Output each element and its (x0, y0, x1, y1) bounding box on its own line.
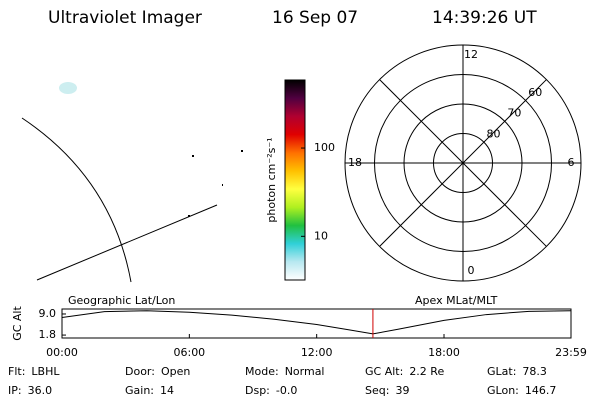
lat-ring-label: 70 (507, 107, 521, 120)
geo-image (21, 82, 243, 283)
colorbar-label: photon cm⁻²s⁻¹ (265, 137, 278, 222)
hour-label: 12 (464, 48, 478, 61)
colorbar-tick-label: 100 (314, 141, 335, 154)
time: 14:39:26 UT (432, 8, 537, 28)
hour-label: 6 (568, 156, 575, 169)
hour-label: 18 (348, 156, 362, 169)
pixel (188, 215, 190, 217)
altitude-line (61, 310, 572, 335)
info-value: 39 (395, 384, 409, 397)
info-label: GLat: (487, 365, 516, 378)
x-tick-label: 12:00 (301, 346, 333, 359)
info-value: -0.0 (276, 384, 297, 397)
pixel (222, 184, 223, 186)
info-value: Normal (285, 365, 325, 378)
info-value: 78.3 (522, 365, 547, 378)
info-value: 14 (160, 384, 174, 397)
info-label: Mode: (245, 365, 279, 378)
date: 16 Sep 07 (272, 8, 358, 28)
title: Ultraviolet Imager (48, 8, 202, 28)
meridian-line (36, 204, 218, 281)
x-tick-label: 06:00 (173, 346, 205, 359)
pixel (241, 150, 243, 152)
info-label: GC Alt: (365, 365, 403, 378)
info-label: GLon: (487, 384, 519, 397)
geo-label: Geographic Lat/Lon (68, 294, 175, 307)
info-value: 36.0 (28, 384, 53, 397)
hour-label: 0 (468, 264, 475, 277)
terminator-arc (21, 117, 132, 283)
x-tick-label: 23:59 (555, 346, 587, 359)
altitude-ylabel: GC Alt (11, 306, 24, 341)
lat-ring-label: 60 (528, 86, 542, 99)
info-label: Flt: (8, 365, 25, 378)
colorbar-tick-label: 10 (314, 229, 328, 242)
info-label: Seq: (365, 384, 389, 397)
info-value: 2.2 Re (409, 365, 444, 378)
info-value: Open (161, 365, 190, 378)
x-tick-label: 18:00 (428, 346, 460, 359)
altitude-frame (61, 308, 572, 339)
info-label: Gain: (125, 384, 154, 397)
x-tick-label: 00:00 (46, 346, 78, 359)
lat-ring-label: 80 (487, 127, 501, 140)
dynamic-layer: 10 100 60 70 80 0 6 12 18 GC Alt 9.0 1.8 00:00 06:00 1… (8, 44, 587, 397)
info-label: IP: (8, 384, 22, 397)
info-value: 146.7 (525, 384, 557, 397)
y-tick-label: 1.8 (39, 328, 57, 341)
pixel (192, 155, 194, 157)
y-tick-label: 9.0 (39, 307, 57, 320)
info-label: Dsp: (245, 384, 270, 397)
apex-label: Apex MLat/MLT (415, 294, 498, 307)
info-label: Door: (125, 365, 155, 378)
colorbar (284, 79, 306, 281)
emission-blob (59, 82, 77, 94)
info-value: LBHL (31, 365, 60, 378)
